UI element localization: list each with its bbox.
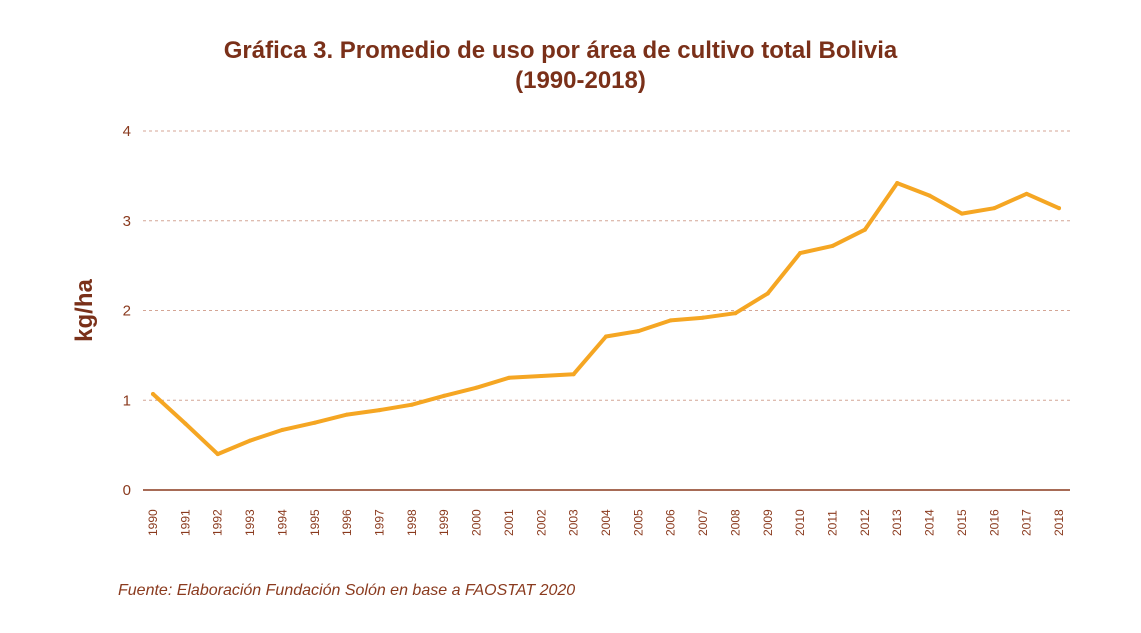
x-tick-label: 1995 [308,509,322,536]
x-tick-label: 1999 [437,509,451,536]
data-point [1057,206,1061,211]
x-tick-label: 1998 [405,509,419,536]
y-tick-label: 1 [123,392,131,409]
data-point [895,181,900,186]
series-group [151,181,1061,457]
data-point [183,421,188,426]
x-tick-label: 2009 [761,509,775,536]
data-point [312,420,317,425]
data-point [571,372,576,377]
data-point [830,243,835,248]
data-point [1024,191,1029,196]
y-axis-label: kg/ha [71,279,98,342]
y-tick-label: 2 [123,303,131,320]
data-point [701,315,706,320]
data-point [280,427,285,432]
data-point [345,412,350,417]
x-tick-label: 2006 [664,509,678,536]
x-axis-ticks: 1990 1991 1992 1993 1994 1995 1996 1997 1998 1999… [146,509,1066,536]
data-point [248,438,253,443]
data-point [798,251,803,256]
data-point [959,211,964,216]
gridlines [143,130,1070,401]
x-tick-label: 2017 [1020,509,1034,536]
chart-title: Gráfica 3. Promedio de uso por área de c… [223,37,898,64]
data-point [733,311,738,316]
x-tick-label: 1996 [340,509,354,536]
x-tick-label: 2008 [728,509,742,536]
data-point [604,334,608,339]
data-point [668,318,673,323]
x-tick-label: 1997 [373,509,387,536]
y-axis-ticks: 0 1 2 3 4 [123,123,131,499]
data-point [506,375,511,380]
data-point [215,452,220,457]
x-tick-label: 1993 [243,509,257,536]
x-tick-label: 2014 [923,509,937,536]
y-tick-label: 3 [123,213,131,230]
source-note: Fuente: Elaboración Fundación Solón en b… [118,582,576,599]
x-tick-label: 2016 [987,509,1001,536]
x-tick-label: 2010 [793,509,807,536]
data-point [636,329,641,334]
x-tick-label: 1992 [211,509,225,536]
x-tick-label: 2005 [631,509,645,536]
x-tick-label: 1990 [146,509,160,536]
x-tick-label: 2007 [696,509,710,536]
data-point [442,393,447,398]
data-point [151,391,155,396]
data-point [765,291,770,296]
x-tick-label: 2004 [599,509,613,536]
data-point [927,193,932,198]
data-point [992,206,997,211]
y-tick-label: 4 [123,123,131,140]
x-tick-label: 2015 [955,509,969,536]
x-tick-label: 2000 [470,509,484,536]
data-point [862,227,867,232]
chart-subtitle: (1990-2018) [515,67,646,94]
y-tick-label: 0 [123,482,131,499]
series-line [151,181,1061,457]
x-tick-label: 1994 [275,509,289,536]
data-point [377,408,382,413]
x-tick-label: 2011 [826,510,840,536]
x-tick-label: 2012 [858,509,872,536]
x-tick-label: 2018 [1052,509,1066,536]
chart-title-block: Gráfica 3. Promedio de uso por área de c… [0,36,1141,96]
x-tick-label: 1991 [178,509,192,536]
x-tick-label: 2013 [890,509,904,536]
data-point [474,385,479,390]
data-point [409,402,414,407]
x-tick-label: 2002 [534,509,548,536]
x-tick-label: 2001 [502,509,516,536]
x-tick-label: 2003 [567,509,581,536]
data-point [539,374,544,379]
